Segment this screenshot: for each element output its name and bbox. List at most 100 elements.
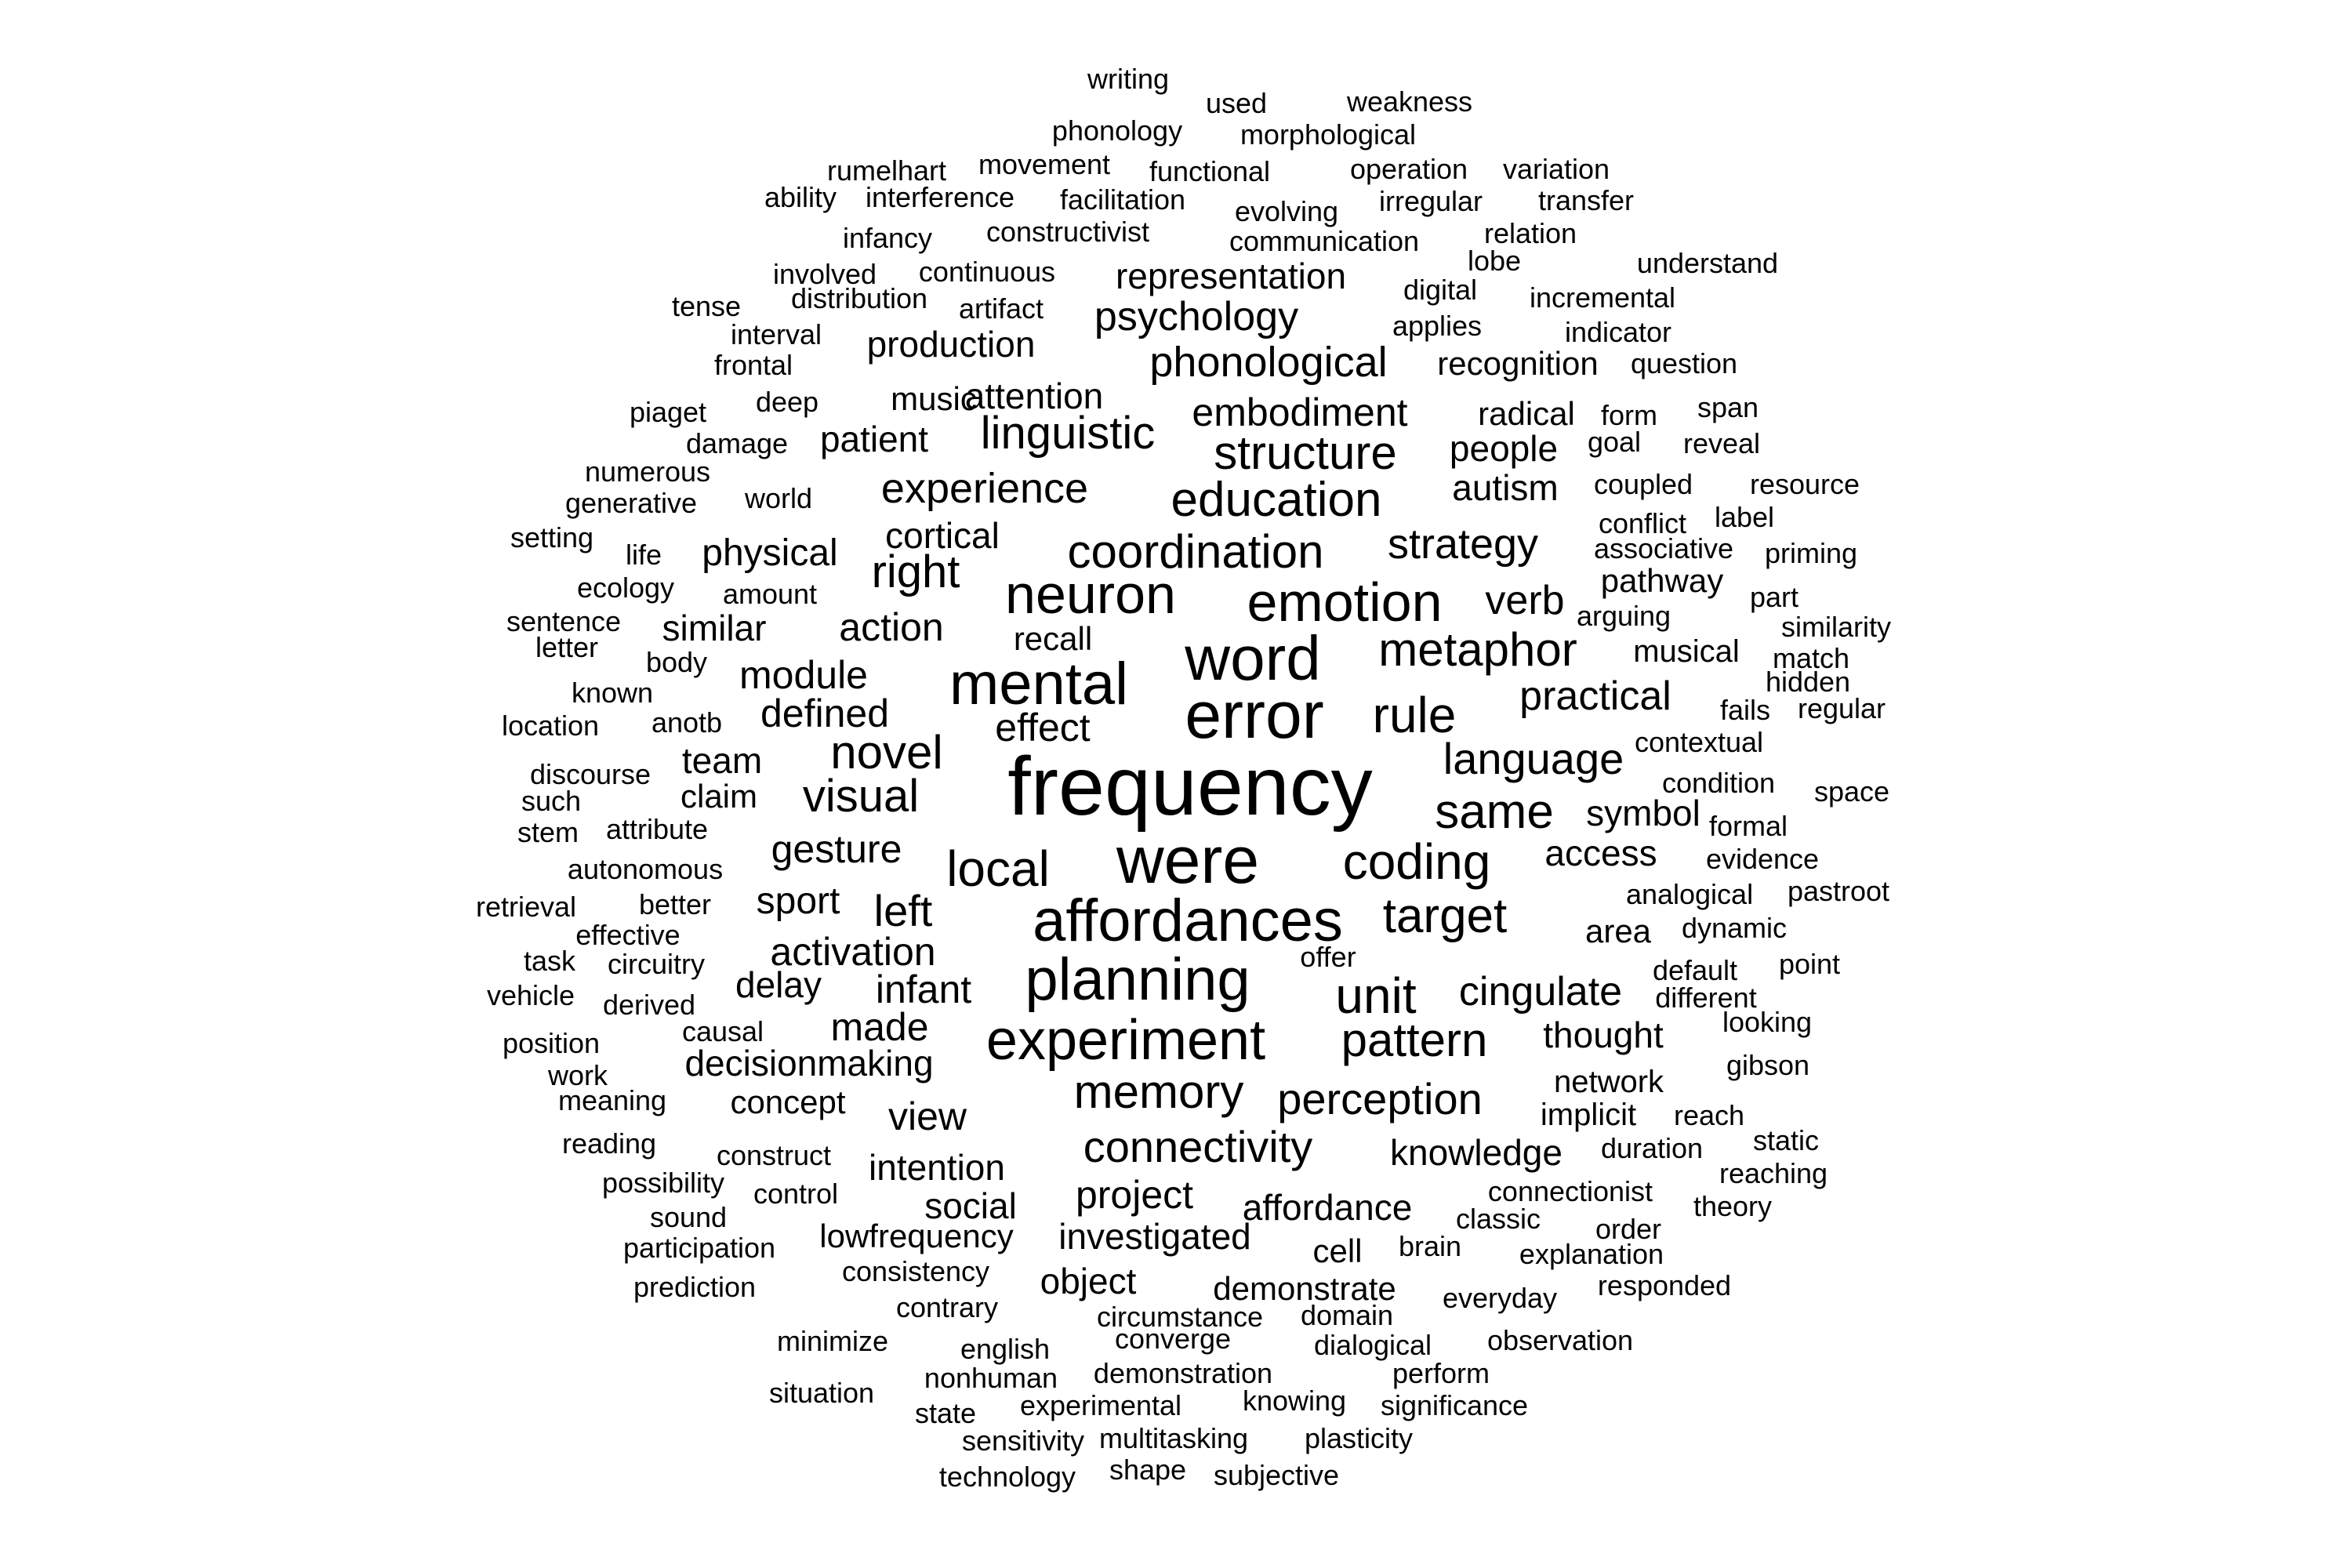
cloud-word-subjective: subjective	[1213, 1459, 1340, 1491]
cloud-word-reach: reach	[1673, 1099, 1745, 1131]
cloud-word-classic: classic	[1455, 1203, 1541, 1235]
cloud-word-interval: interval	[730, 318, 822, 350]
cloud-word-patient: patient	[819, 419, 929, 459]
cloud-word-contrary: contrary	[895, 1291, 999, 1323]
cloud-word-activation: activation	[770, 930, 936, 974]
cloud-word-target: target	[1382, 889, 1508, 943]
cloud-word-distribution: distribution	[790, 282, 928, 314]
cloud-word-communication: communication	[1229, 225, 1420, 257]
cloud-word-used: used	[1205, 87, 1268, 119]
cloud-word-mental: mental	[949, 651, 1129, 717]
cloud-word-dynamic: dynamic	[1681, 912, 1788, 944]
cloud-word-verb: verb	[1485, 578, 1565, 623]
cloud-word-letter: letter	[535, 631, 599, 663]
cloud-word-better: better	[638, 888, 712, 920]
cloud-word-work: work	[547, 1059, 608, 1091]
cloud-word-setting: setting	[510, 521, 594, 554]
cloud-word-damage: damage	[685, 427, 789, 459]
cloud-word-artifact: artifact	[958, 292, 1044, 325]
cloud-word-left: left	[873, 886, 933, 935]
cloud-word-associative: associative	[1593, 532, 1734, 564]
cloud-word-significance: significance	[1380, 1389, 1529, 1421]
cloud-word-network: network	[1553, 1065, 1664, 1099]
cloud-word-knowledge: knowledge	[1390, 1132, 1563, 1173]
cloud-word-situation: situation	[768, 1377, 875, 1409]
cloud-word-novel: novel	[830, 726, 943, 779]
cloud-word-discourse: discourse	[529, 758, 652, 790]
cloud-word-connectionist: connectionist	[1487, 1175, 1653, 1207]
cloud-word-irregular: irregular	[1378, 185, 1483, 217]
cloud-word-possibility: possibility	[601, 1167, 725, 1199]
cloud-word-label: label	[1714, 501, 1775, 533]
cloud-word-autism: autism	[1452, 467, 1559, 508]
cloud-word-experimental: experimental	[1019, 1389, 1182, 1421]
cloud-word-interference: interference	[865, 181, 1015, 213]
cloud-word-unit: unit	[1335, 967, 1417, 1024]
cloud-word-rumelhart: rumelhart	[826, 154, 947, 187]
cloud-word-applies: applies	[1392, 310, 1483, 342]
cloud-word-position: position	[502, 1027, 601, 1059]
cloud-word-were: were	[1116, 823, 1260, 897]
cloud-word-contextual: contextual	[1634, 726, 1764, 758]
cloud-word-technology: technology	[938, 1461, 1076, 1493]
cloud-word-same: same	[1435, 785, 1554, 839]
cloud-word-cell: cell	[1312, 1232, 1363, 1269]
cloud-word-action: action	[839, 605, 944, 649]
cloud-word-known: known	[571, 677, 654, 709]
cloud-word-understand: understand	[1636, 247, 1779, 279]
cloud-word-radical: radical	[1478, 395, 1575, 432]
cloud-word-morphological: morphological	[1240, 118, 1417, 151]
cloud-word-body: body	[645, 646, 708, 678]
cloud-word-infant: infant	[875, 967, 972, 1011]
cloud-word-duration: duration	[1600, 1132, 1704, 1164]
cloud-word-anotb: anotb	[651, 706, 723, 739]
cloud-word-area: area	[1584, 913, 1652, 949]
cloud-word-perform: perform	[1392, 1357, 1490, 1389]
cloud-word-coupled: coupled	[1593, 468, 1693, 500]
cloud-word-investigated: investigated	[1058, 1216, 1251, 1257]
cloud-word-attention: attention	[964, 376, 1104, 416]
cloud-word-effective: effective	[575, 919, 681, 951]
cloud-word-musical: musical	[1633, 634, 1740, 669]
cloud-word-cingulate: cingulate	[1458, 969, 1623, 1014]
cloud-word-production: production	[866, 324, 1036, 365]
cloud-word-gesture: gesture	[771, 827, 902, 871]
cloud-word-recall: recall	[1013, 620, 1093, 657]
cloud-word-match: match	[1772, 642, 1850, 674]
cloud-word-demonstrate: demonstrate	[1213, 1270, 1396, 1307]
cloud-word-recognition: recognition	[1437, 345, 1599, 382]
cloud-word-continuous: continuous	[918, 256, 1056, 288]
cloud-word-embodiment: embodiment	[1192, 390, 1408, 434]
cloud-word-autonomous: autonomous	[567, 853, 724, 885]
cloud-word-consistency: consistency	[841, 1255, 990, 1287]
cloud-word-sport: sport	[756, 880, 840, 922]
cloud-word-construct: construct	[716, 1139, 832, 1171]
cloud-word-static: static	[1752, 1124, 1820, 1156]
cloud-word-constructivist: constructivist	[985, 216, 1150, 248]
cloud-word-goal: goal	[1587, 426, 1642, 458]
cloud-word-circumstance: circumstance	[1096, 1301, 1264, 1333]
cloud-word-converge: converge	[1114, 1323, 1232, 1355]
cloud-word-different: different	[1655, 982, 1757, 1014]
cloud-word-space: space	[1813, 775, 1890, 808]
cloud-word-right: right	[871, 546, 960, 597]
cloud-word-looking: looking	[1722, 1006, 1813, 1038]
cloud-word-intention: intention	[869, 1147, 1005, 1188]
cloud-word-english: english	[960, 1333, 1051, 1365]
cloud-word-physical: physical	[702, 532, 838, 574]
cloud-word-people: people	[1449, 428, 1559, 469]
cloud-word-delay: delay	[735, 964, 822, 1005]
cloud-word-indicator: indicator	[1564, 316, 1672, 348]
cloud-word-memory: memory	[1073, 1065, 1244, 1118]
cloud-word-rule: rule	[1372, 687, 1457, 743]
cloud-word-retrieval: retrieval	[475, 891, 577, 923]
cloud-word-arguing: arguing	[1576, 600, 1671, 632]
cloud-word-minimize: minimize	[776, 1325, 889, 1357]
cloud-word-amount: amount	[722, 578, 818, 610]
cloud-word-transfer: transfer	[1537, 184, 1635, 216]
cloud-word-infancy: infancy	[842, 222, 933, 254]
cloud-word-stem: stem	[517, 816, 579, 848]
cloud-word-linguistic: linguistic	[980, 408, 1156, 459]
cloud-word-symbol: symbol	[1586, 793, 1700, 833]
